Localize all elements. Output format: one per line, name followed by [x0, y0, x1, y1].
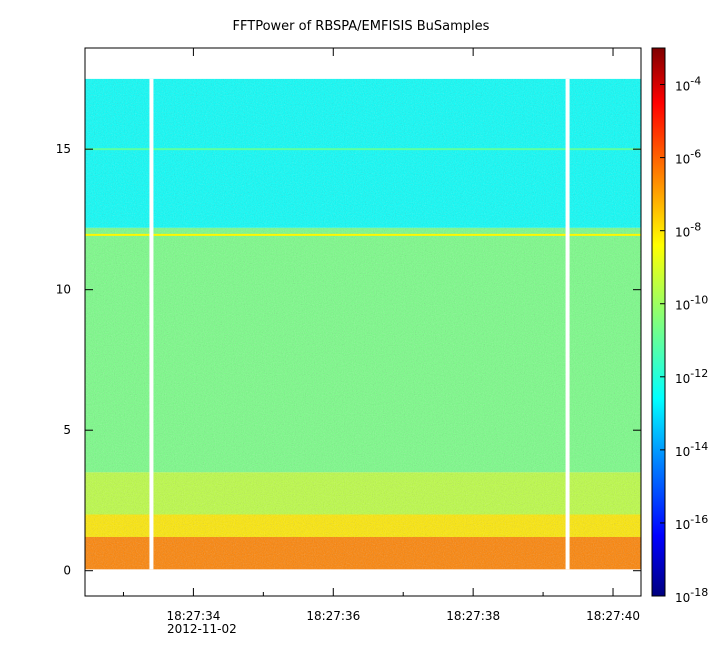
colorbar-ticks: 10-4 10-6 10-8 10-10 10-12 10-14 10-16 10-18	[660, 75, 708, 605]
spectral-lines	[85, 148, 641, 236]
data-gap	[565, 78, 570, 570]
colorbar-tick-label: 10-12	[675, 367, 708, 386]
y-tick-label: 10	[56, 283, 71, 297]
y-axis: 0 5 10 15	[56, 142, 641, 578]
plot-frame	[84, 47, 642, 597]
x-tick-label: 18:27:34	[166, 609, 220, 623]
x-date-label: 2012-11-02	[167, 622, 237, 636]
y-tick-label: 0	[63, 564, 71, 578]
plot-area	[84, 47, 642, 597]
colorbar-tick-label: 10-10	[675, 294, 708, 313]
chart-title: FFTPower of RBSPA/EMFISIS BuSamples	[233, 19, 490, 34]
x-tick-label: 18:27:36	[306, 609, 360, 623]
y-tick-label: 5	[63, 423, 71, 437]
colorbar-tick-label: 10-6	[675, 148, 701, 167]
colorbar-tick-label: 10-4	[675, 75, 701, 94]
colorbar-tick-label: 10-14	[675, 440, 708, 459]
x-axis: 18:27:34 18:27:36 18:27:38 18:27:40	[122, 48, 640, 623]
colorbar: 10-4 10-6 10-8 10-10 10-12 10-14 10-16 10-18	[651, 47, 708, 605]
x-tick-label: 18:27:38	[446, 609, 500, 623]
y-tick-label: 15	[56, 142, 71, 156]
colorbar-gradient	[651, 47, 666, 597]
data-gap	[149, 78, 154, 570]
x-tick-label: 18:27:40	[586, 609, 640, 623]
colorbar-tick-label: 10-18	[675, 586, 708, 605]
noise-texture	[85, 78, 641, 570]
colorbar-tick-label: 10-16	[675, 513, 708, 532]
colorbar-tick-label: 10-8	[675, 221, 701, 240]
data-gaps	[149, 78, 570, 570]
